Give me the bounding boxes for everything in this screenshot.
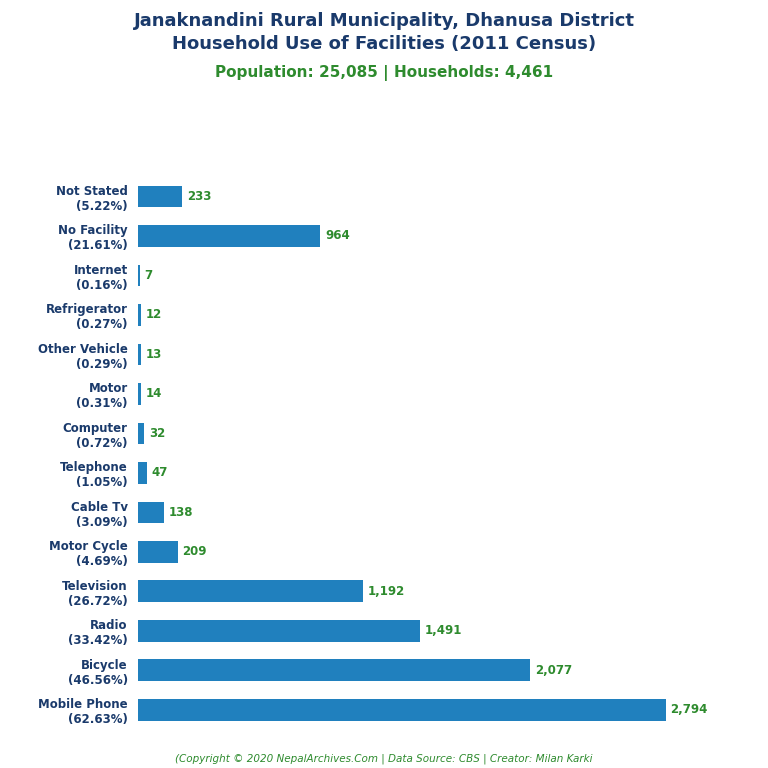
Bar [138, 264, 140, 286]
Bar [138, 699, 666, 720]
Bar [138, 581, 363, 602]
Text: Household Use of Facilities (2011 Census): Household Use of Facilities (2011 Census… [172, 35, 596, 52]
Text: Janaknandini Rural Municipality, Dhanusa District: Janaknandini Rural Municipality, Dhanusa… [134, 12, 634, 29]
Text: 2,077: 2,077 [535, 664, 572, 677]
Text: 1,192: 1,192 [368, 585, 406, 598]
Text: 1,491: 1,491 [425, 624, 462, 637]
Text: 2,794: 2,794 [670, 703, 708, 717]
Text: 47: 47 [152, 466, 168, 479]
Text: 7: 7 [144, 269, 152, 282]
Bar [138, 343, 141, 366]
Bar [138, 620, 420, 642]
Text: 32: 32 [149, 427, 165, 440]
Bar [138, 422, 144, 444]
Bar [138, 502, 164, 523]
Bar [138, 186, 182, 207]
Text: Population: 25,085 | Households: 4,461: Population: 25,085 | Households: 4,461 [215, 65, 553, 81]
Text: 209: 209 [183, 545, 207, 558]
Bar [138, 304, 141, 326]
Text: 233: 233 [187, 190, 211, 203]
Bar [138, 225, 320, 247]
Text: 138: 138 [169, 506, 194, 519]
Bar [138, 660, 531, 681]
Text: 12: 12 [145, 309, 161, 321]
Text: 964: 964 [325, 230, 349, 243]
Text: 13: 13 [145, 348, 162, 361]
Bar [138, 462, 147, 484]
Text: (Copyright © 2020 NepalArchives.Com | Data Source: CBS | Creator: Milan Karki: (Copyright © 2020 NepalArchives.Com | Da… [175, 753, 593, 764]
Bar [138, 383, 141, 405]
Bar [138, 541, 177, 563]
Text: 14: 14 [146, 387, 162, 400]
